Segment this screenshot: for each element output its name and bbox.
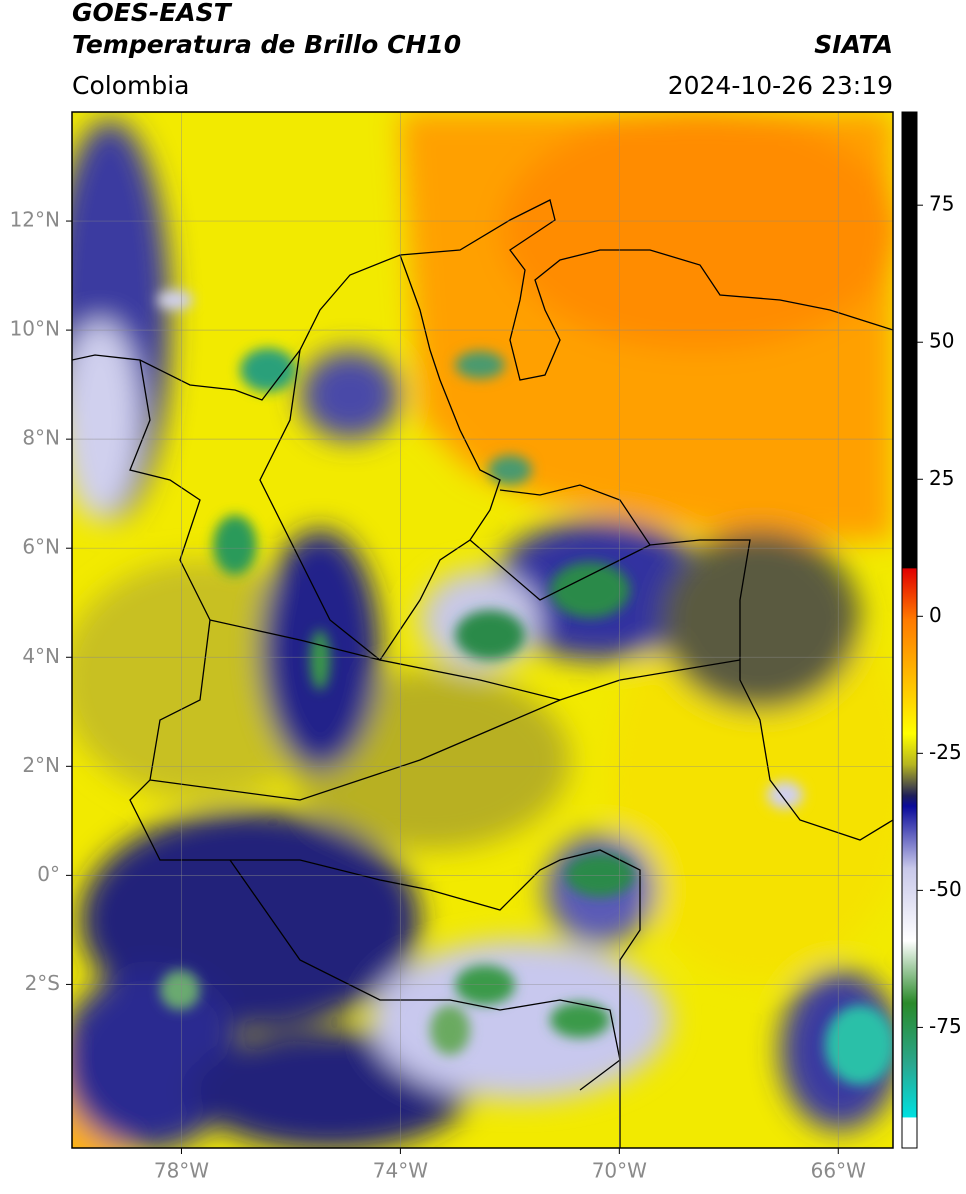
source: SIATA <box>814 30 893 59</box>
satellite-image <box>72 112 893 1148</box>
colorbar-tick-label: -50 <box>929 877 962 901</box>
lat-tick-label: 8°N <box>22 426 60 450</box>
region: Colombia <box>72 71 189 100</box>
title: GOES-EAST <box>72 0 233 27</box>
colorbar-tick-label: 75 <box>929 192 954 216</box>
lat-tick-label: 6°N <box>22 535 60 559</box>
lat-tick-label: 4°N <box>22 644 60 668</box>
colorbar-tick-label: 50 <box>929 329 954 353</box>
colorbar <box>901 111 918 1149</box>
map-frame <box>71 111 894 1149</box>
lat-tick-label: 10°N <box>10 317 60 341</box>
lon-tick-label: 78°W <box>154 1159 209 1183</box>
lat-tick-label: 2°N <box>22 753 60 777</box>
subtitle: Temperatura de Brillo CH10 <box>72 30 461 59</box>
lat-tick-label: 12°N <box>10 208 60 232</box>
datetime: 2024-10-26 23:19 <box>668 71 893 100</box>
lat-tick-label: 2°S <box>25 971 60 995</box>
colorbar-tick-label: -75 <box>929 1014 962 1038</box>
lon-tick-label: 70°W <box>592 1159 647 1183</box>
colorbar-tick-label: 0 <box>929 603 942 627</box>
lon-tick-label: 66°W <box>811 1159 866 1183</box>
graticule <box>72 112 893 1148</box>
lat-tick-label: 0° <box>37 862 60 886</box>
colorbar-tick-label: -25 <box>929 740 962 764</box>
lon-tick-label: 74°W <box>373 1159 428 1183</box>
colorbar-tick-label: 25 <box>929 466 954 490</box>
